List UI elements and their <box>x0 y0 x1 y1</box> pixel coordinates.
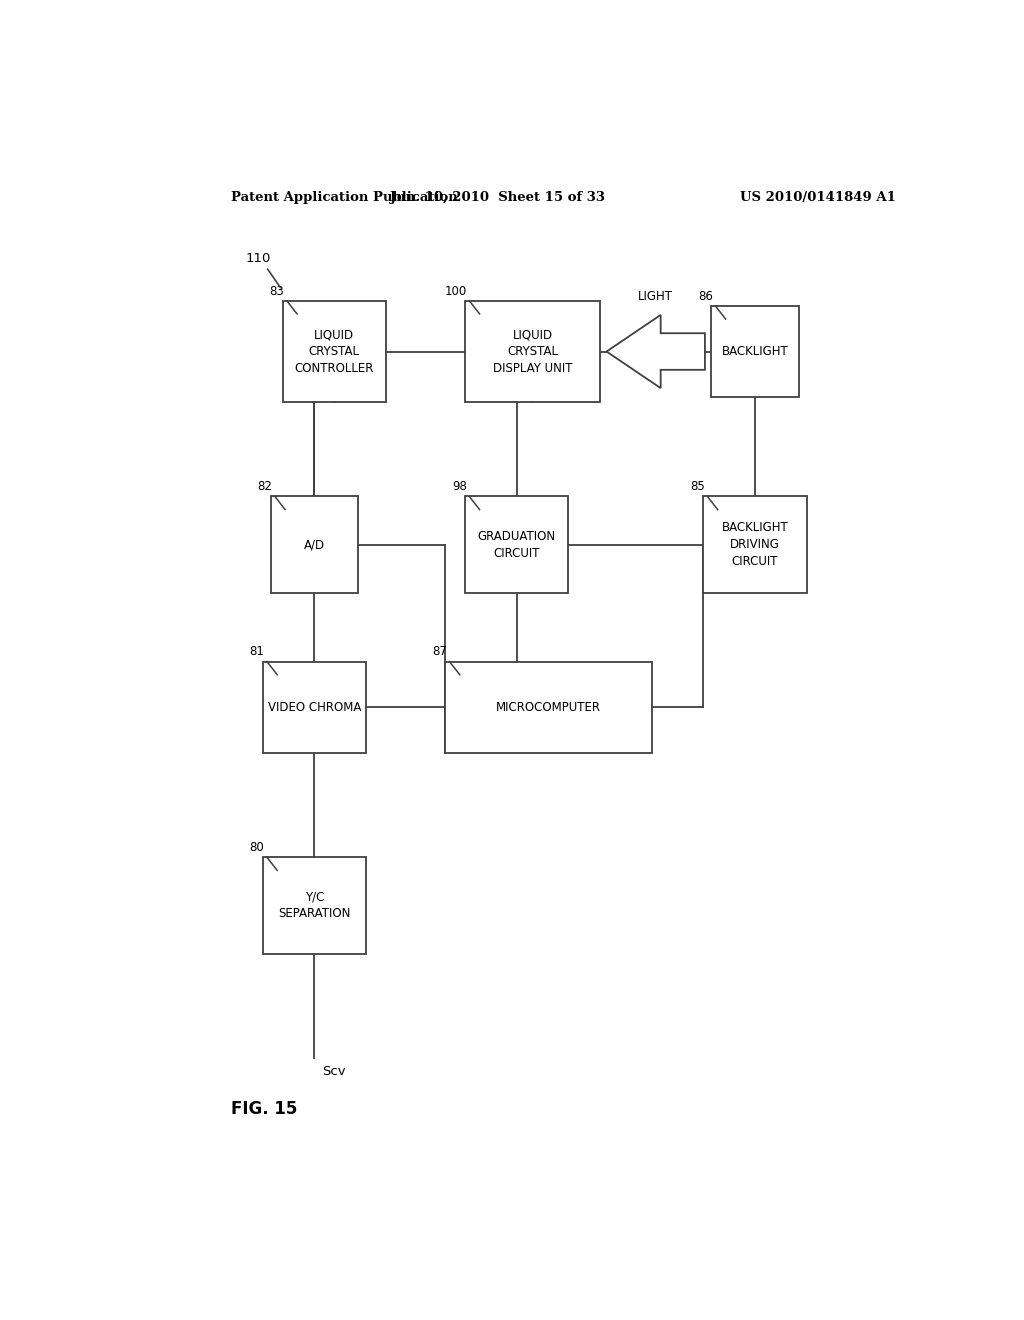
Text: Scv: Scv <box>323 1065 346 1078</box>
Text: 110: 110 <box>246 252 270 265</box>
Text: MICROCOMPUTER: MICROCOMPUTER <box>496 701 601 714</box>
Text: LIQUID
CRYSTAL
CONTROLLER: LIQUID CRYSTAL CONTROLLER <box>295 327 374 375</box>
Text: 80: 80 <box>250 841 264 854</box>
Text: Patent Application Publication: Patent Application Publication <box>231 190 458 203</box>
FancyBboxPatch shape <box>263 661 367 752</box>
Text: A/D: A/D <box>304 539 325 552</box>
Text: LIGHT: LIGHT <box>638 289 673 302</box>
Text: 100: 100 <box>444 285 467 297</box>
Text: 85: 85 <box>690 480 705 494</box>
Text: GRADUATION
CIRCUIT: GRADUATION CIRCUIT <box>478 529 556 560</box>
Text: 83: 83 <box>269 285 285 297</box>
Text: 87: 87 <box>432 645 447 659</box>
Text: BACKLIGHT
DRIVING
CIRCUIT: BACKLIGHT DRIVING CIRCUIT <box>722 521 788 568</box>
FancyBboxPatch shape <box>263 857 367 954</box>
Text: LIQUID
CRYSTAL
DISPLAY UNIT: LIQUID CRYSTAL DISPLAY UNIT <box>493 327 572 375</box>
Text: US 2010/0141849 A1: US 2010/0141849 A1 <box>740 190 896 203</box>
Text: Jun. 10, 2010  Sheet 15 of 33: Jun. 10, 2010 Sheet 15 of 33 <box>389 190 604 203</box>
FancyBboxPatch shape <box>465 301 600 403</box>
FancyBboxPatch shape <box>270 496 358 593</box>
Text: 81: 81 <box>250 645 264 659</box>
Text: 98: 98 <box>452 480 467 494</box>
Text: Y/C
SEPARATION: Y/C SEPARATION <box>279 891 350 920</box>
FancyBboxPatch shape <box>703 496 807 593</box>
FancyBboxPatch shape <box>445 661 652 752</box>
FancyBboxPatch shape <box>712 306 799 397</box>
FancyBboxPatch shape <box>283 301 386 403</box>
Text: BACKLIGHT: BACKLIGHT <box>722 345 788 358</box>
Text: 82: 82 <box>258 480 272 494</box>
FancyBboxPatch shape <box>465 496 568 593</box>
Text: 86: 86 <box>698 289 713 302</box>
Text: FIG. 15: FIG. 15 <box>231 1100 298 1118</box>
Text: VIDEO CHROMA: VIDEO CHROMA <box>268 701 361 714</box>
